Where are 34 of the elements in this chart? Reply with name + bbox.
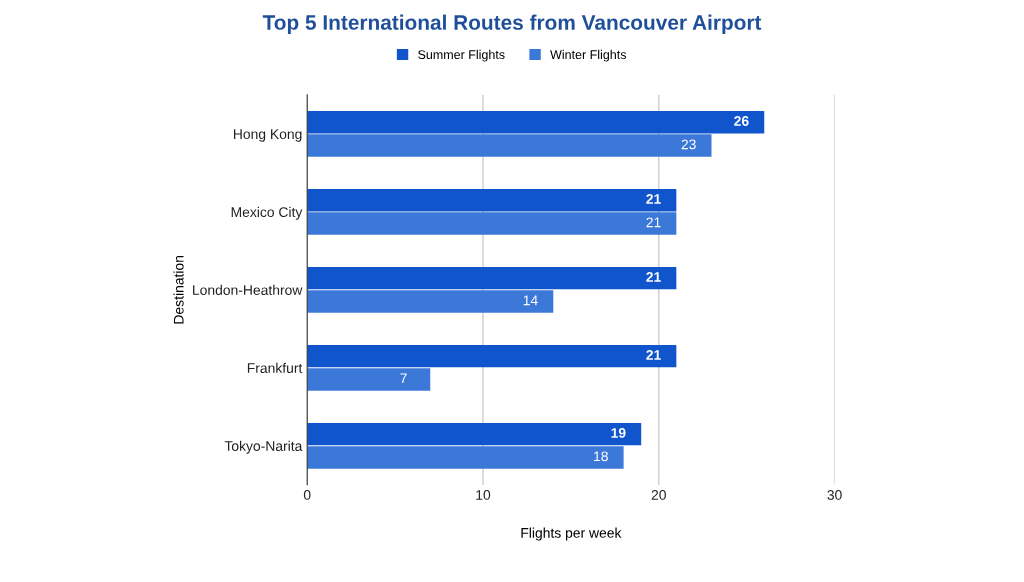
chart-title: Top 5 International Routes from Vancouver Airport bbox=[262, 14, 762, 34]
bar bbox=[307, 212, 677, 235]
data-label: 14 bbox=[523, 295, 538, 306]
data-label: 21 bbox=[646, 194, 661, 204]
bar bbox=[307, 344, 677, 368]
legend-label: Summer Flights bbox=[418, 49, 505, 62]
data-label: 19 bbox=[611, 428, 626, 438]
data-label: 21 bbox=[646, 350, 661, 360]
legend-label: Winter Flights bbox=[550, 49, 627, 62]
y-tick-label: Mexico City bbox=[231, 206, 303, 220]
y-tick-label: Tokyo-Narita bbox=[224, 440, 303, 454]
y-axis-title: Destination bbox=[173, 255, 184, 324]
bar bbox=[307, 422, 642, 446]
x-tick-label: 30 bbox=[827, 490, 842, 500]
bar bbox=[307, 368, 431, 391]
x-axis-title: Flights per week bbox=[521, 527, 622, 541]
bar bbox=[307, 134, 712, 157]
data-label: 21 bbox=[646, 217, 661, 228]
y-tick-label: Hong Kong bbox=[233, 129, 302, 142]
y-tick-label: Frankfurt bbox=[247, 362, 303, 373]
bar bbox=[307, 266, 677, 290]
x-tick-label: 10 bbox=[476, 490, 491, 500]
data-label: 18 bbox=[594, 451, 608, 462]
bar bbox=[307, 110, 765, 134]
data-label: 26 bbox=[734, 116, 749, 126]
bar bbox=[307, 290, 554, 313]
y-tick-label: London-Heathrow bbox=[193, 284, 303, 296]
data-label: 23 bbox=[681, 139, 696, 150]
data-label: 7 bbox=[400, 373, 407, 384]
bar bbox=[307, 188, 677, 212]
x-tick-label: 20 bbox=[651, 490, 666, 500]
data-label: 21 bbox=[646, 272, 661, 282]
bar bbox=[307, 446, 624, 469]
x-tick-label: 0 bbox=[303, 490, 311, 500]
